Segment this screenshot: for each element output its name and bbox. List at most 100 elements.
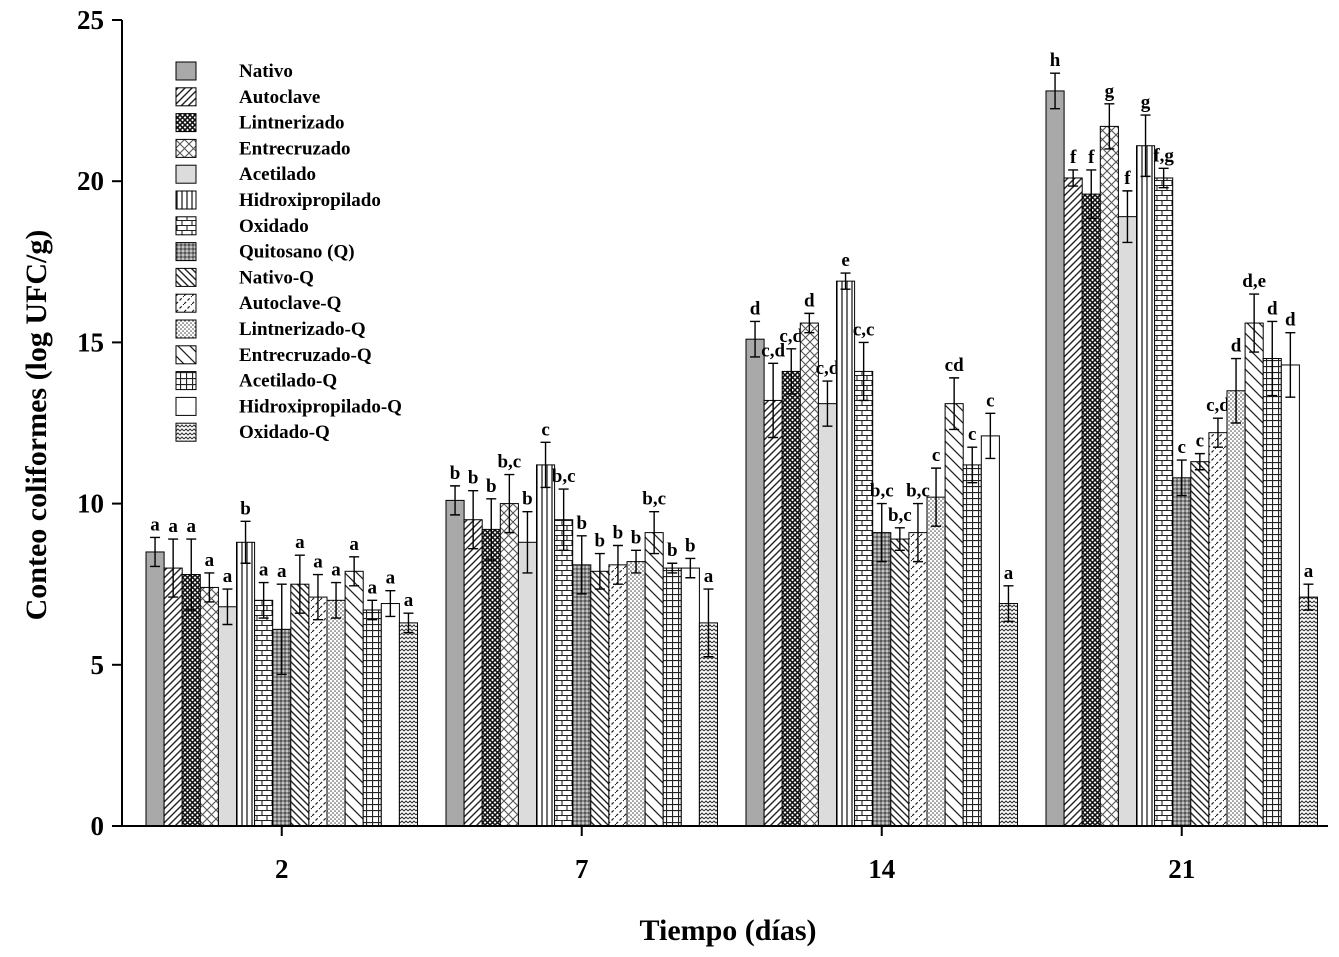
bar-nativo-day-14 (745, 338, 765, 827)
error-bar (804, 312, 815, 334)
significance-label: f,g (1153, 145, 1174, 166)
bar-oxidado-day-21 (1154, 177, 1174, 827)
x-tick-label: 14 (868, 854, 895, 884)
error-bar (349, 556, 360, 587)
error-bar (1267, 320, 1278, 397)
legend-label: Hidroxipropilado (239, 190, 381, 211)
significance-label: b (522, 489, 533, 510)
legend-item: Acetilado-Q (175, 371, 337, 392)
significance-label: c (1178, 437, 1186, 458)
error-bar (912, 502, 923, 563)
error-bar (258, 581, 269, 619)
significance-label: c (986, 390, 994, 411)
bar-acetilado-day-2 (217, 606, 237, 827)
legend-swatch (175, 61, 197, 81)
y-tick-label: 5 (91, 650, 105, 680)
bar-lintnerizado-day-21 (1081, 193, 1101, 827)
error-bar (1104, 103, 1115, 150)
significance-label: c,d (761, 340, 785, 361)
significance-label: c (932, 445, 940, 466)
legend-label: Lintnerizado-Q (239, 319, 366, 340)
legend-swatch (175, 190, 197, 210)
significance-label: b (468, 468, 479, 489)
significance-label: d (1285, 310, 1296, 331)
legend-item: Autoclave (175, 87, 320, 108)
bar-entrecruzado-q-day-21 (1244, 322, 1264, 827)
error-bar (331, 581, 342, 619)
significance-label: d (804, 290, 815, 311)
legend-item: Lintnerizado-Q (175, 319, 366, 340)
significance-label: a (313, 552, 323, 573)
significance-label: d (750, 298, 761, 319)
bar-nativo-q-day-7 (590, 570, 610, 827)
error-bar (631, 549, 642, 574)
bar-acetilado-day-21 (1117, 216, 1138, 827)
error-bar (1140, 114, 1151, 178)
bar-lintnerizado-q-day-21 (1226, 390, 1246, 827)
bar-hidroxipropilado-day-14 (836, 280, 856, 827)
bar-lintnerizado-q-day-2 (326, 599, 346, 827)
bar-quitosano-q--day-7 (572, 564, 592, 827)
bar-nativo-day-2 (145, 551, 165, 827)
significance-label: a (187, 516, 197, 537)
error-bar (522, 510, 533, 574)
significance-label: d (1267, 298, 1278, 319)
bar-oxidado-day-2 (254, 599, 274, 827)
error-bar (750, 320, 761, 358)
error-bar (450, 485, 461, 516)
significance-label: b,c (552, 466, 576, 487)
bar-entrecruzado-q-day-2 (344, 570, 364, 827)
bar-oxidado-day-7 (554, 519, 574, 827)
error-bar (1212, 417, 1223, 448)
x-tick-label: 2 (275, 854, 289, 884)
error-bar (240, 520, 251, 564)
bar-autoclave-q-day-14 (908, 532, 928, 827)
legend-swatch (175, 396, 197, 416)
legend-item: Hidroxipropilado (175, 190, 381, 211)
bar-autoclave-day-21 (1063, 177, 1083, 827)
bar-hidroxipropilado-day-2 (236, 541, 256, 827)
legend-label: Acetilado-Q (239, 371, 337, 392)
significance-label: a (404, 590, 414, 611)
error-bar (949, 377, 960, 431)
legend-label: Quitosano (Q) (239, 242, 355, 263)
bar-entrecruzado-q-day-14 (944, 403, 964, 827)
bar-hidroxipropilado-q-day-2 (380, 603, 400, 827)
significance-label: h (1050, 50, 1061, 71)
significance-label: b (685, 535, 696, 556)
legend-item: Entrecruzado (175, 138, 351, 159)
significance-label: c (968, 424, 976, 445)
bar-lintnerizado-day-2 (181, 574, 201, 827)
bar-oxidado-day-14 (854, 370, 874, 827)
bar-lintnerizado-day-14 (781, 370, 801, 827)
bar-entrecruzado-day-14 (799, 322, 819, 827)
legend-label: Entrecruzado (239, 138, 351, 159)
bar-entrecruzado-day-2 (199, 586, 219, 827)
error-bar (786, 348, 797, 395)
bar-nativo-day-21 (1045, 90, 1065, 827)
error-bar (1249, 293, 1260, 353)
significance-label: a (704, 566, 714, 587)
bar-acetilado-day-7 (517, 541, 538, 827)
bar-lintnerizado-q-day-7 (626, 561, 646, 827)
bar-quitosano-q--day-14 (872, 532, 892, 827)
error-bar (1122, 190, 1133, 244)
bar-autoclave-q-day-2 (308, 596, 328, 827)
error-bar (312, 573, 323, 621)
legend-label: Oxidado (239, 216, 309, 237)
y-tick-label: 15 (77, 327, 104, 357)
bar-lintnerizado-q-day-14 (926, 496, 946, 827)
error-bar (876, 502, 887, 563)
significance-label: d (1231, 336, 1242, 357)
error-bar (768, 362, 779, 439)
bar-hidroxipropilado-day-7 (536, 464, 556, 827)
error-bar (385, 589, 396, 618)
error-bar (468, 490, 479, 550)
bar-acetilado-day-14 (817, 403, 838, 827)
bar-acetilado-q-day-7 (662, 567, 682, 827)
significance-label: c (1196, 431, 1204, 452)
bar-oxidado-q-day-2 (398, 622, 418, 827)
legend-swatch (175, 242, 197, 262)
significance-label: b,c (642, 489, 666, 510)
